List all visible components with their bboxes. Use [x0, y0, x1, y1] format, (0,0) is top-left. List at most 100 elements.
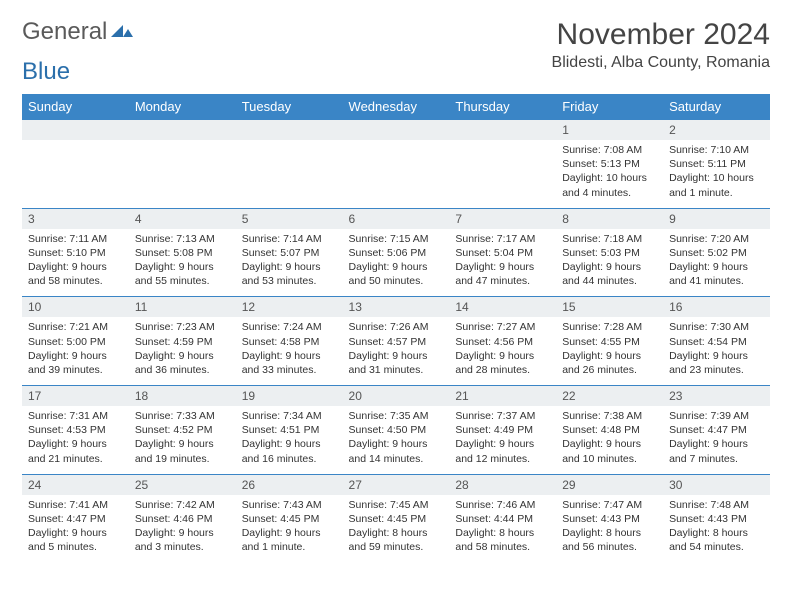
day-details: Sunrise: 7:39 AMSunset: 4:47 PMDaylight:…: [663, 406, 770, 474]
day-number: [236, 120, 343, 140]
day-details: Sunrise: 7:20 AMSunset: 5:02 PMDaylight:…: [663, 229, 770, 297]
day-details: Sunrise: 7:45 AMSunset: 4:45 PMDaylight:…: [343, 495, 450, 563]
logo-mark-icon: [109, 18, 135, 46]
day-number: 12: [236, 297, 343, 317]
sunrise-text: Sunrise: 7:15 AM: [349, 232, 444, 246]
day-details: Sunrise: 7:41 AMSunset: 4:47 PMDaylight:…: [22, 495, 129, 563]
sunset-text: Sunset: 5:11 PM: [669, 157, 764, 171]
sunset-text: Sunset: 5:04 PM: [455, 246, 550, 260]
day-details: Sunrise: 7:43 AMSunset: 4:45 PMDaylight:…: [236, 495, 343, 563]
day-number: [449, 120, 556, 140]
day-number: 13: [343, 297, 450, 317]
day-details: Sunrise: 7:18 AMSunset: 5:03 PMDaylight:…: [556, 229, 663, 297]
day-number: 28: [449, 475, 556, 495]
day-details: Sunrise: 7:27 AMSunset: 4:56 PMDaylight:…: [449, 317, 556, 385]
calendar-day-cell: 16Sunrise: 7:30 AMSunset: 4:54 PMDayligh…: [663, 297, 770, 386]
day-details: Sunrise: 7:15 AMSunset: 5:06 PMDaylight:…: [343, 229, 450, 297]
sunset-text: Sunset: 4:46 PM: [135, 512, 230, 526]
day-details: Sunrise: 7:35 AMSunset: 4:50 PMDaylight:…: [343, 406, 450, 474]
day-number: 1: [556, 120, 663, 140]
sunrise-text: Sunrise: 7:47 AM: [562, 498, 657, 512]
day-number: 5: [236, 209, 343, 229]
calendar-week-row: 17Sunrise: 7:31 AMSunset: 4:53 PMDayligh…: [22, 386, 770, 475]
calendar-week-row: 3Sunrise: 7:11 AMSunset: 5:10 PMDaylight…: [22, 208, 770, 297]
day-header: Saturday: [663, 94, 770, 120]
daylight-text: Daylight: 8 hours and 59 minutes.: [349, 526, 444, 554]
calendar-day-cell: 18Sunrise: 7:33 AMSunset: 4:52 PMDayligh…: [129, 386, 236, 475]
day-number: [22, 120, 129, 140]
calendar-day-cell: [449, 120, 556, 209]
sunrise-text: Sunrise: 7:37 AM: [455, 409, 550, 423]
day-number: 27: [343, 475, 450, 495]
sunrise-text: Sunrise: 7:21 AM: [28, 320, 123, 334]
day-number: 14: [449, 297, 556, 317]
day-number: [129, 120, 236, 140]
sunrise-text: Sunrise: 7:08 AM: [562, 143, 657, 157]
sunrise-text: Sunrise: 7:23 AM: [135, 320, 230, 334]
daylight-text: Daylight: 9 hours and 31 minutes.: [349, 349, 444, 377]
daylight-text: Daylight: 9 hours and 3 minutes.: [135, 526, 230, 554]
calendar-day-cell: 30Sunrise: 7:48 AMSunset: 4:43 PMDayligh…: [663, 474, 770, 562]
sunrise-text: Sunrise: 7:27 AM: [455, 320, 550, 334]
daylight-text: Daylight: 9 hours and 36 minutes.: [135, 349, 230, 377]
day-number: 26: [236, 475, 343, 495]
day-details: Sunrise: 7:47 AMSunset: 4:43 PMDaylight:…: [556, 495, 663, 563]
day-details: Sunrise: 7:23 AMSunset: 4:59 PMDaylight:…: [129, 317, 236, 385]
sunrise-text: Sunrise: 7:28 AM: [562, 320, 657, 334]
day-header-row: Sunday Monday Tuesday Wednesday Thursday…: [22, 94, 770, 120]
day-number: 3: [22, 209, 129, 229]
day-details: Sunrise: 7:42 AMSunset: 4:46 PMDaylight:…: [129, 495, 236, 563]
sunset-text: Sunset: 4:49 PM: [455, 423, 550, 437]
calendar-day-cell: 15Sunrise: 7:28 AMSunset: 4:55 PMDayligh…: [556, 297, 663, 386]
sunset-text: Sunset: 5:13 PM: [562, 157, 657, 171]
day-number: 8: [556, 209, 663, 229]
day-details: [129, 140, 236, 208]
daylight-text: Daylight: 8 hours and 58 minutes.: [455, 526, 550, 554]
daylight-text: Daylight: 9 hours and 26 minutes.: [562, 349, 657, 377]
sunset-text: Sunset: 5:10 PM: [28, 246, 123, 260]
day-number: 2: [663, 120, 770, 140]
sunrise-text: Sunrise: 7:14 AM: [242, 232, 337, 246]
sunrise-text: Sunrise: 7:38 AM: [562, 409, 657, 423]
sunset-text: Sunset: 4:47 PM: [28, 512, 123, 526]
day-details: [236, 140, 343, 208]
sunrise-text: Sunrise: 7:24 AM: [242, 320, 337, 334]
location: Blidesti, Alba County, Romania: [552, 54, 770, 72]
sunrise-text: Sunrise: 7:34 AM: [242, 409, 337, 423]
day-details: [22, 140, 129, 208]
daylight-text: Daylight: 9 hours and 58 minutes.: [28, 260, 123, 288]
sunrise-text: Sunrise: 7:35 AM: [349, 409, 444, 423]
calendar-day-cell: 25Sunrise: 7:42 AMSunset: 4:46 PMDayligh…: [129, 474, 236, 562]
sunrise-text: Sunrise: 7:13 AM: [135, 232, 230, 246]
daylight-text: Daylight: 9 hours and 47 minutes.: [455, 260, 550, 288]
day-details: Sunrise: 7:14 AMSunset: 5:07 PMDaylight:…: [236, 229, 343, 297]
day-details: Sunrise: 7:10 AMSunset: 5:11 PMDaylight:…: [663, 140, 770, 208]
day-number: 16: [663, 297, 770, 317]
calendar-day-cell: 17Sunrise: 7:31 AMSunset: 4:53 PMDayligh…: [22, 386, 129, 475]
sunset-text: Sunset: 5:06 PM: [349, 246, 444, 260]
calendar-day-cell: [343, 120, 450, 209]
calendar-day-cell: 3Sunrise: 7:11 AMSunset: 5:10 PMDaylight…: [22, 208, 129, 297]
calendar-day-cell: 14Sunrise: 7:27 AMSunset: 4:56 PMDayligh…: [449, 297, 556, 386]
calendar-day-cell: 28Sunrise: 7:46 AMSunset: 4:44 PMDayligh…: [449, 474, 556, 562]
day-number: 20: [343, 386, 450, 406]
calendar-day-cell: 6Sunrise: 7:15 AMSunset: 5:06 PMDaylight…: [343, 208, 450, 297]
sunrise-text: Sunrise: 7:30 AM: [669, 320, 764, 334]
sunset-text: Sunset: 5:00 PM: [28, 335, 123, 349]
day-header: Thursday: [449, 94, 556, 120]
calendar-day-cell: 20Sunrise: 7:35 AMSunset: 4:50 PMDayligh…: [343, 386, 450, 475]
calendar-day-cell: 2Sunrise: 7:10 AMSunset: 5:11 PMDaylight…: [663, 120, 770, 209]
calendar-day-cell: 5Sunrise: 7:14 AMSunset: 5:07 PMDaylight…: [236, 208, 343, 297]
daylight-text: Daylight: 9 hours and 12 minutes.: [455, 437, 550, 465]
logo-text-blue: Blue: [22, 58, 70, 86]
day-details: Sunrise: 7:34 AMSunset: 4:51 PMDaylight:…: [236, 406, 343, 474]
day-details: [343, 140, 450, 208]
calendar-day-cell: 19Sunrise: 7:34 AMSunset: 4:51 PMDayligh…: [236, 386, 343, 475]
sunrise-text: Sunrise: 7:42 AM: [135, 498, 230, 512]
calendar-day-cell: 1Sunrise: 7:08 AMSunset: 5:13 PMDaylight…: [556, 120, 663, 209]
sunset-text: Sunset: 4:52 PM: [135, 423, 230, 437]
sunrise-text: Sunrise: 7:18 AM: [562, 232, 657, 246]
daylight-text: Daylight: 9 hours and 19 minutes.: [135, 437, 230, 465]
daylight-text: Daylight: 9 hours and 28 minutes.: [455, 349, 550, 377]
day-number: 17: [22, 386, 129, 406]
